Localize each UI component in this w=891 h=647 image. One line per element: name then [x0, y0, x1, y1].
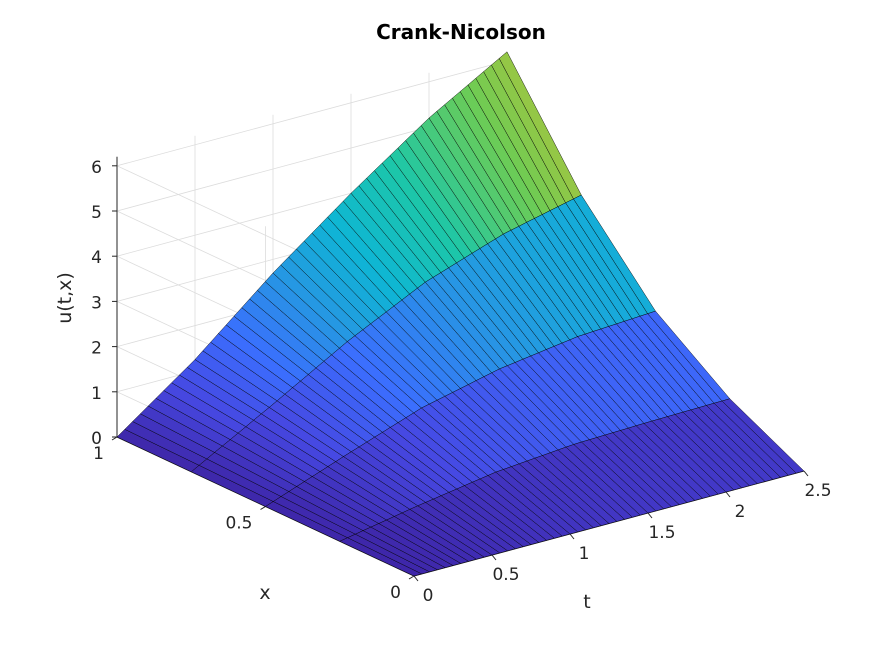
- t-tick-label: 0.5: [492, 565, 519, 585]
- x-tick-label: 0.5: [225, 514, 252, 534]
- u-tick-label: 2: [91, 339, 102, 359]
- t-tick-mark: [491, 554, 497, 561]
- u-tick-label: 6: [91, 158, 102, 178]
- u-tick-label: 4: [91, 248, 102, 268]
- t-tick-label: 1: [579, 544, 590, 564]
- u-tick-label: 3: [91, 293, 102, 313]
- t-tick-mark: [803, 470, 809, 477]
- surface-patch: [721, 398, 805, 474]
- u-tick-label: 0: [91, 429, 102, 449]
- t-tick-mark: [413, 575, 419, 582]
- x-tick-mark: [260, 506, 266, 510]
- surface-mesh: [116, 51, 805, 577]
- t-tick-mark: [725, 491, 731, 498]
- u-tick-label: 1: [91, 384, 102, 404]
- x-axis-label: x: [259, 582, 270, 604]
- u-tick-label: 5: [91, 203, 102, 223]
- u-axis-label: u(t,x): [54, 272, 76, 324]
- t-tick-mark: [647, 512, 653, 519]
- x-tick-label: 1: [93, 444, 104, 464]
- t-tick-label: 2: [735, 502, 746, 522]
- t-tick-label: 2.5: [804, 481, 831, 501]
- x-tick-label: 0: [390, 583, 401, 603]
- grid-line: [116, 60, 508, 167]
- t-tick-mark: [569, 533, 575, 540]
- t-tick-label: 0: [423, 586, 434, 606]
- x-tick-mark: [408, 575, 415, 580]
- t-axis-label: t: [583, 591, 590, 613]
- t-tick-label: 1.5: [648, 523, 675, 543]
- chart-title: Crank-Nicolson: [376, 20, 546, 44]
